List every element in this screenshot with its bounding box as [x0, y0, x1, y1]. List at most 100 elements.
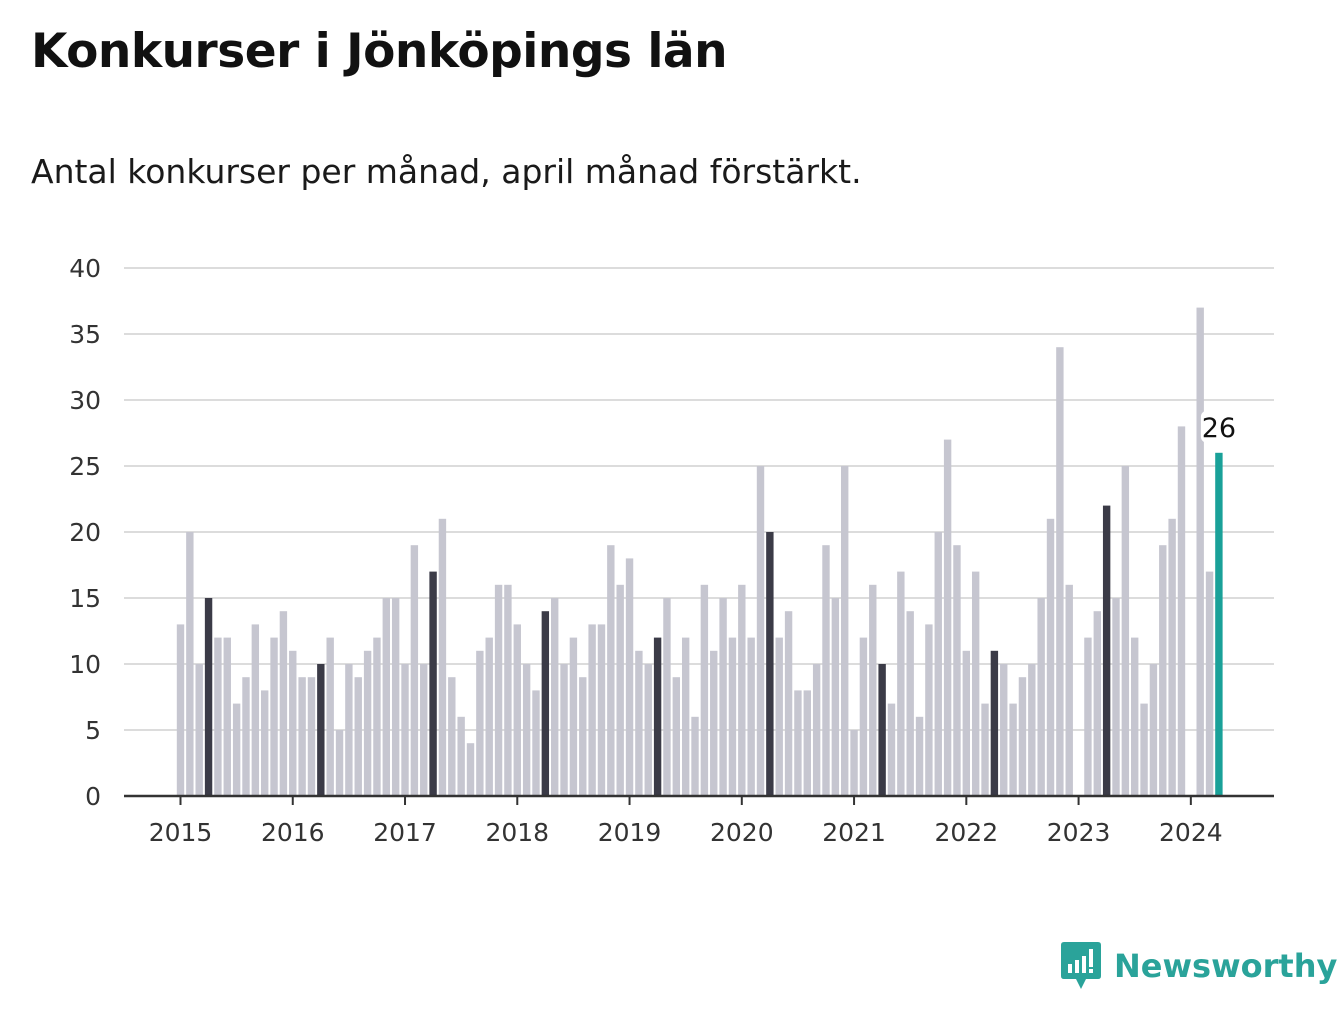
bar — [616, 584, 624, 796]
bar — [494, 584, 503, 796]
x-tick-label: 2024 — [1159, 818, 1223, 847]
bar — [971, 571, 980, 796]
x-tick-label: 2023 — [1047, 818, 1111, 847]
bars — [176, 307, 1223, 796]
bar — [822, 545, 830, 796]
bar — [214, 637, 222, 796]
bar — [719, 598, 727, 796]
bar — [242, 677, 250, 796]
bar — [681, 637, 690, 796]
bar — [391, 598, 400, 796]
bar — [1205, 571, 1214, 796]
bar — [728, 637, 737, 796]
bar — [607, 545, 615, 796]
bar — [962, 650, 971, 796]
bar — [859, 637, 868, 796]
bar — [850, 730, 858, 796]
bar — [1018, 677, 1027, 796]
bar — [401, 664, 409, 796]
bar — [1028, 664, 1036, 796]
bar — [1065, 584, 1073, 796]
bar — [195, 664, 203, 796]
bar — [803, 690, 811, 796]
bar — [1121, 466, 1130, 796]
bar — [700, 584, 709, 796]
bar — [569, 637, 578, 796]
x-tick-label: 2021 — [822, 818, 886, 847]
bar — [1046, 518, 1055, 796]
bar — [775, 637, 783, 796]
x-tick-label: 2022 — [935, 818, 999, 847]
bar — [1037, 598, 1045, 796]
bar — [981, 703, 989, 796]
labels: 0 5 10 15 20 25 30 35 40 2015 2016 2017 2018 2019 2020… — [69, 254, 1237, 847]
bar — [597, 624, 606, 796]
bar — [1000, 664, 1008, 796]
bar — [934, 532, 942, 796]
y-tick-label: 35 — [69, 320, 101, 349]
bar — [1215, 452, 1223, 796]
bar — [794, 690, 802, 796]
bar — [438, 518, 447, 796]
bar — [990, 650, 999, 796]
y-tick-label: 10 — [69, 650, 101, 679]
gridlines — [124, 267, 1274, 731]
value-label-background — [1200, 410, 1237, 443]
newsworthy-logo: Newsworthy — [1060, 940, 1337, 992]
bar — [270, 637, 278, 796]
x-tick-label: 2017 — [373, 818, 437, 847]
y-tick-label: 40 — [69, 254, 101, 283]
bar — [522, 664, 531, 796]
y-tick-label: 25 — [69, 452, 101, 481]
bar — [382, 598, 391, 796]
bar — [345, 664, 353, 796]
axes — [124, 794, 1274, 805]
bar — [953, 545, 961, 796]
bar — [298, 677, 306, 796]
bar — [925, 624, 933, 796]
bar — [1056, 347, 1064, 796]
bar — [710, 650, 718, 796]
bar-chart: 0 5 10 15 20 25 30 35 40 2015 2016 2017 2018 2019 2020… — [69, 254, 1274, 847]
bar — [373, 637, 381, 796]
bar — [663, 598, 671, 796]
y-tick-label: 15 — [69, 584, 101, 613]
bar — [747, 637, 755, 796]
bar — [915, 716, 924, 796]
brand-name: Newsworthy — [1114, 947, 1338, 985]
bar — [476, 650, 484, 796]
bar — [841, 466, 849, 796]
bar — [335, 730, 344, 796]
bar — [307, 677, 316, 796]
bar — [176, 624, 185, 796]
bar — [513, 624, 521, 796]
bar — [878, 664, 886, 796]
bar — [223, 637, 231, 796]
bar — [504, 584, 512, 796]
bar — [906, 611, 914, 796]
bar — [448, 677, 456, 796]
bar — [1093, 611, 1101, 796]
bar — [204, 598, 213, 796]
bar — [326, 637, 334, 796]
bar — [588, 624, 596, 796]
chart-subtitle: Antal konkurser per månad, april månad f… — [31, 152, 862, 191]
x-tick-label: 2020 — [710, 818, 774, 847]
bar — [1177, 426, 1186, 796]
bar — [466, 743, 475, 796]
y-tick-label: 30 — [69, 386, 101, 415]
bar — [1102, 505, 1111, 796]
bar — [232, 703, 241, 796]
bar — [1112, 598, 1120, 796]
bar — [738, 584, 746, 796]
bar — [887, 703, 896, 796]
bar — [644, 664, 652, 796]
bar — [1196, 307, 1204, 796]
bar — [317, 664, 325, 796]
bar — [251, 624, 260, 796]
bar — [1168, 518, 1176, 796]
bar — [541, 611, 550, 796]
bar — [457, 716, 465, 796]
bar — [1131, 637, 1139, 796]
bar — [691, 716, 699, 796]
